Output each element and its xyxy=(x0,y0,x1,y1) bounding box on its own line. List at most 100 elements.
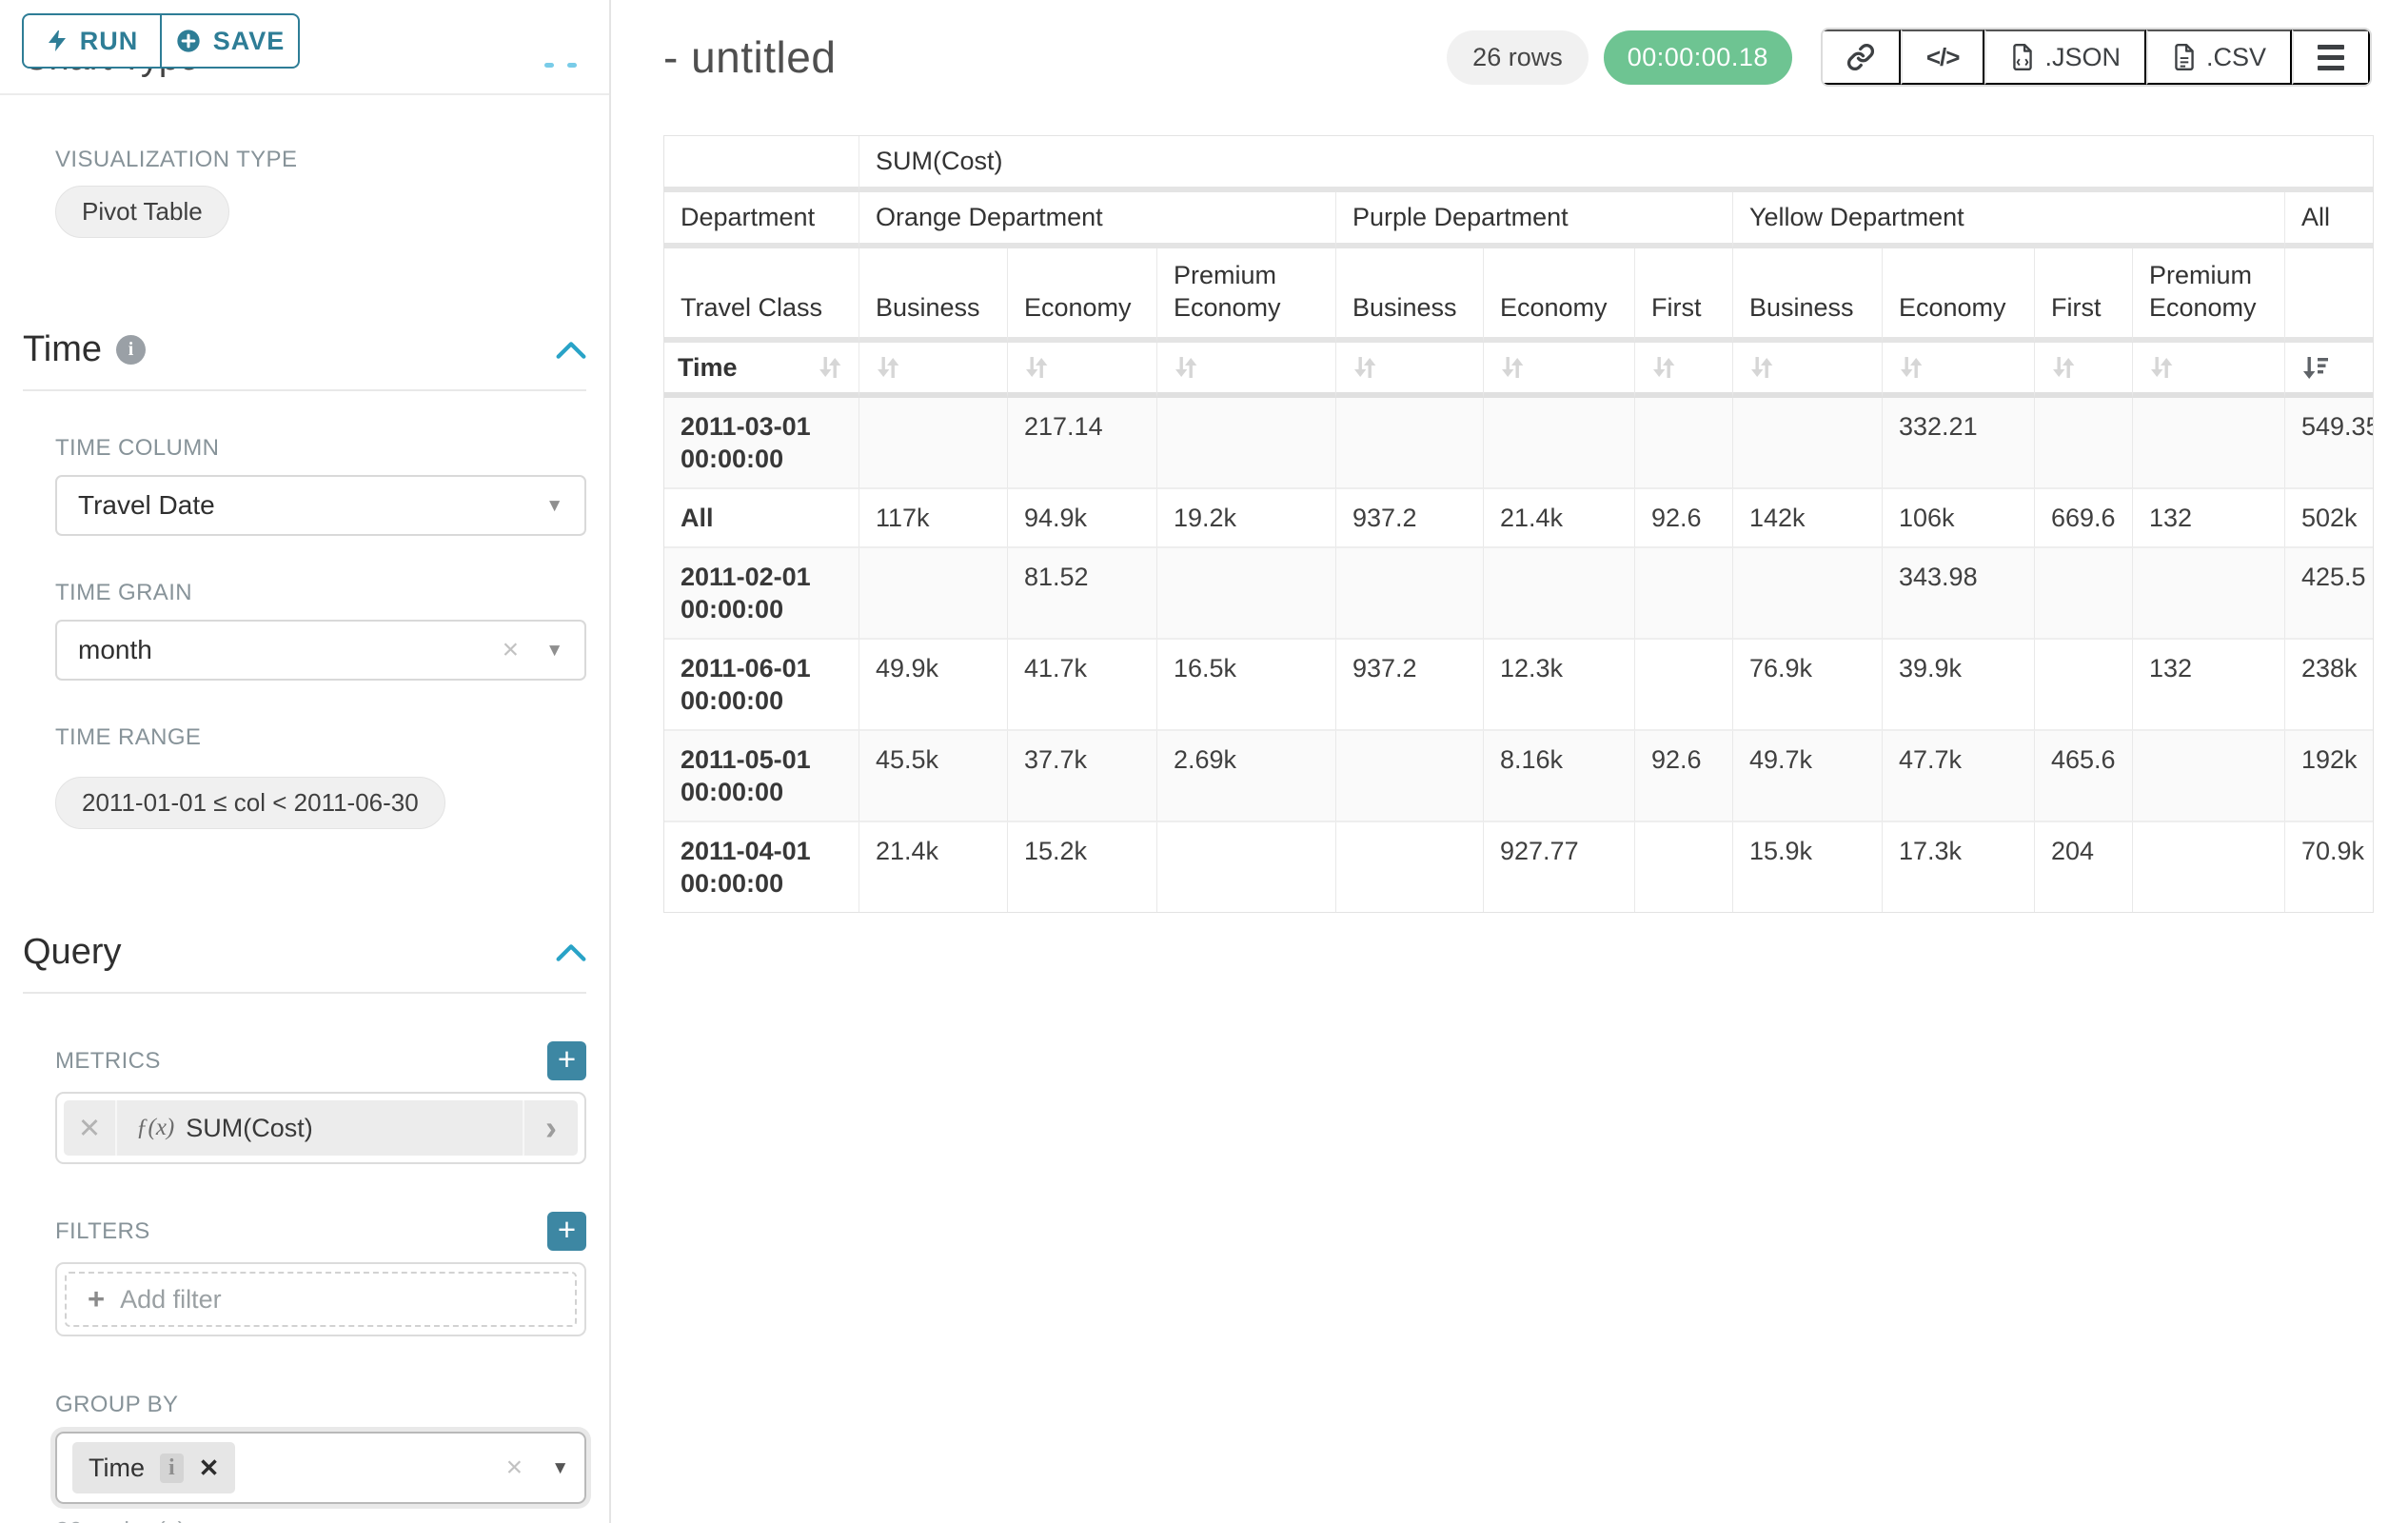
pivot-cell: 132 xyxy=(2133,640,2285,731)
sort-desc-icon[interactable] xyxy=(2299,352,2329,383)
pivot-col-header: First xyxy=(1635,248,1733,343)
export-csv-button[interactable]: .CSV xyxy=(2145,30,2292,85)
pivot-col-sort-header[interactable] xyxy=(1157,343,1336,398)
metrics-label: METRICS xyxy=(55,1047,161,1074)
query-section-title: Query xyxy=(23,932,122,972)
pivot-group-header: Purple Department xyxy=(1336,192,1733,248)
pivot-travel-class-axis-label: Travel Class xyxy=(664,248,859,343)
add-filter-plus-button[interactable]: + xyxy=(547,1212,586,1251)
sort-arrows-icon[interactable] xyxy=(1896,352,1926,383)
pivot-cell: 238k xyxy=(2285,640,2374,731)
pivot-cell xyxy=(859,398,1008,489)
plus-circle-icon xyxy=(175,28,202,54)
pivot-col-sort-header[interactable] xyxy=(1635,343,1733,398)
pivot-cell xyxy=(859,548,1008,640)
pivot-col-sort-header[interactable] xyxy=(1883,343,2035,398)
pivot-cell xyxy=(1336,548,1484,640)
pivot-row-header: 2011-04-01 00:00:00 xyxy=(664,822,859,912)
group-by-chip-time[interactable]: Time i ✕ xyxy=(72,1442,236,1493)
share-link-button[interactable] xyxy=(1822,30,1901,85)
time-section-title: Time xyxy=(23,329,103,369)
sort-arrows-icon[interactable] xyxy=(1497,352,1528,383)
pivot-col-sort-header[interactable] xyxy=(1336,343,1484,398)
chevron-down-icon[interactable]: ▼ xyxy=(551,1457,569,1478)
pivot-col-sort-header[interactable] xyxy=(2133,343,2285,398)
edit-metric-chevron-right-icon[interactable]: › xyxy=(523,1100,578,1156)
pivot-group-header: Orange Department xyxy=(859,192,1336,248)
pivot-cell xyxy=(2133,731,2285,822)
sort-arrows-icon[interactable] xyxy=(815,352,845,383)
pivot-cell: 106k xyxy=(1883,489,2035,548)
pivot-cell: 192k xyxy=(2285,731,2374,822)
add-filter-placeholder: Add filter xyxy=(120,1284,222,1314)
pivot-cell: 204 xyxy=(2035,822,2133,912)
sort-arrows-icon[interactable] xyxy=(1648,352,1679,383)
pivot-cell: 49.9k xyxy=(859,640,1008,731)
add-metric-button[interactable]: + xyxy=(547,1041,586,1080)
chart-panel: - untitled 26 rows 00:00:00.18 </> .JSON xyxy=(611,0,2408,1523)
pivot-row-header: 2011-03-01 00:00:00 xyxy=(664,398,859,489)
sort-arrows-icon[interactable] xyxy=(873,352,903,383)
time-collapse-chevron-up-icon[interactable] xyxy=(556,341,586,360)
pivot-cell: 17.3k xyxy=(1883,822,2035,912)
remove-metric-icon[interactable]: ✕ xyxy=(64,1100,117,1156)
pivot-table-container: SUM(Cost) Department Orange Department Purp… xyxy=(663,135,2375,913)
time-section-header: Time i xyxy=(23,329,586,370)
sort-arrows-icon[interactable] xyxy=(1021,352,1052,383)
pivot-col-sort-header[interactable] xyxy=(1484,343,1635,398)
pivot-row-axis-label: Time xyxy=(678,352,738,382)
metric-chip[interactable]: ✕ ƒ(x) SUM(Cost) › xyxy=(64,1100,578,1156)
panel-drag-dots[interactable] xyxy=(544,63,577,68)
export-json-button[interactable]: .JSON xyxy=(1984,30,2146,85)
time-range-group: TIME RANGE 2011-01-01 ≤ col < 2011-06-30 xyxy=(55,724,586,829)
remove-chip-icon[interactable]: ✕ xyxy=(198,1453,220,1482)
more-options-button[interactable] xyxy=(2292,30,2370,85)
add-filter-dropzone[interactable]: + Add filter xyxy=(65,1272,577,1327)
clear-icon[interactable]: × xyxy=(505,1452,523,1483)
pivot-col-header: First xyxy=(2035,248,2133,343)
sort-arrows-icon[interactable] xyxy=(1747,352,1777,383)
chevron-down-icon[interactable]: ▼ xyxy=(545,640,563,661)
pivot-col-sort-header[interactable] xyxy=(2285,343,2374,398)
pivot-col-sort-header[interactable] xyxy=(2035,343,2133,398)
clear-icon[interactable]: × xyxy=(502,634,520,665)
save-button[interactable]: SAVE xyxy=(160,13,300,69)
pivot-cell: 15.9k xyxy=(1733,822,1883,912)
view-query-button[interactable]: </> xyxy=(1900,30,1985,85)
chart-title[interactable]: - untitled xyxy=(663,32,837,82)
sort-arrows-icon[interactable] xyxy=(2048,352,2079,383)
pivot-cell: 927.77 xyxy=(1484,822,1635,912)
pivot-row-axis-sort-header[interactable]: Time xyxy=(664,343,859,398)
time-grain-select[interactable]: month × ▼ xyxy=(55,620,586,681)
chevron-down-icon[interactable]: ▼ xyxy=(545,495,563,516)
pivot-cell: 92.6 xyxy=(1635,489,1733,548)
time-grain-label: TIME GRAIN xyxy=(55,580,193,605)
sort-arrows-icon[interactable] xyxy=(1171,352,1201,383)
pivot-cell: 669.6 xyxy=(2035,489,2133,548)
time-column-select[interactable]: Travel Date ▼ xyxy=(55,475,586,536)
function-icon: ƒ(x) xyxy=(136,1115,175,1140)
row-count-badge: 26 rows xyxy=(1447,30,1589,85)
run-button[interactable]: RUN xyxy=(22,13,162,69)
pivot-cell: 15.2k xyxy=(1008,822,1157,912)
group-by-select[interactable]: Time i ✕ × ▼ xyxy=(55,1432,586,1504)
chart-header: - untitled 26 rows 00:00:00.18 </> .JSON xyxy=(663,0,2372,114)
time-range-value[interactable]: 2011-01-01 ≤ col < 2011-06-30 xyxy=(55,777,445,829)
pivot-col-sort-header[interactable] xyxy=(859,343,1008,398)
pivot-col-sort-header[interactable] xyxy=(1733,343,1883,398)
file-csv-icon xyxy=(2172,43,2197,71)
sidebar-scroll-area: VISUALIZATION TYPE Pivot Table Time i TI… xyxy=(0,147,609,1523)
query-collapse-chevron-up-icon[interactable] xyxy=(556,943,586,962)
pivot-cell: 16.5k xyxy=(1157,640,1336,731)
pivot-row-header: 2011-05-01 00:00:00 xyxy=(664,731,859,822)
chain-link-icon xyxy=(1846,43,1875,71)
group-by-label: GROUP BY xyxy=(55,1392,179,1417)
pivot-col-sort-header[interactable] xyxy=(1008,343,1157,398)
pivot-col-header: Economy xyxy=(1883,248,2035,343)
visualization-type-value[interactable]: Pivot Table xyxy=(55,186,229,238)
pivot-cell: 37.7k xyxy=(1008,731,1157,822)
sort-arrows-icon[interactable] xyxy=(1350,352,1380,383)
sort-arrows-icon[interactable] xyxy=(2146,352,2177,383)
pivot-cell: 81.52 xyxy=(1008,548,1157,640)
pivot-cell: 217.14 xyxy=(1008,398,1157,489)
